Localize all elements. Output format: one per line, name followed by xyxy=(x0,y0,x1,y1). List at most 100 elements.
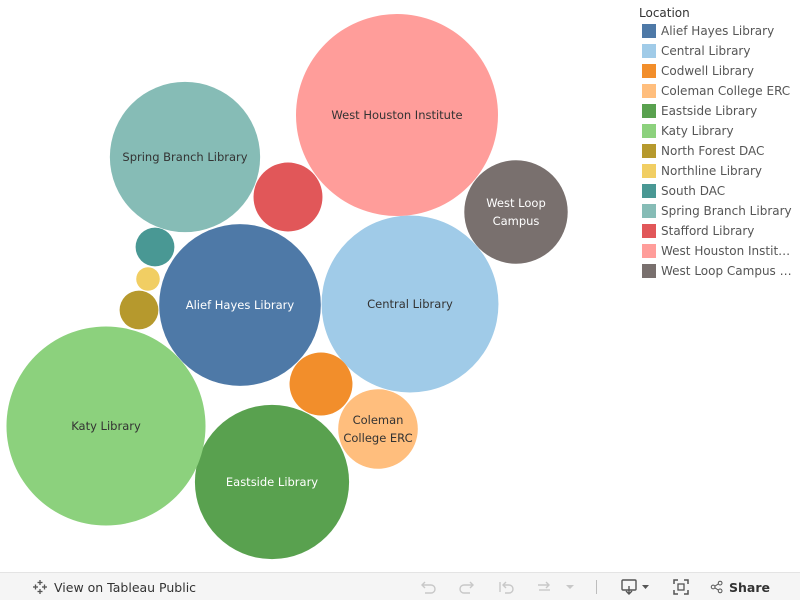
tableau-logo-icon xyxy=(33,580,47,594)
bubble[interactable]: West Loop Campus xyxy=(464,160,568,264)
bubble[interactable]: Spring Branch Library xyxy=(109,81,261,233)
legend-swatch xyxy=(642,244,656,258)
revert-button[interactable] xyxy=(497,578,515,596)
bubble-label: Coleman College ERC xyxy=(343,413,412,445)
bubble-circle[interactable] xyxy=(253,162,323,232)
bubble-circle[interactable] xyxy=(321,215,499,393)
legend-item[interactable]: Alief Hayes Library xyxy=(639,21,800,41)
bubble[interactable] xyxy=(289,352,353,416)
bubble[interactable] xyxy=(253,162,323,232)
bubble-circle[interactable] xyxy=(194,404,350,560)
legend-swatch xyxy=(642,184,656,198)
bubble-circle[interactable] xyxy=(135,227,175,267)
legend-label: South DAC xyxy=(661,184,726,198)
download-icon xyxy=(621,579,649,595)
legend-swatch xyxy=(642,84,656,98)
legend-swatch xyxy=(642,24,656,38)
view-on-tableau-public-label: View on Tableau Public xyxy=(54,579,197,595)
toolbar-divider xyxy=(596,580,597,594)
bubble-chart-svg: Alief Hayes Library Central Library Colema… xyxy=(6,14,568,560)
legend-item[interactable]: South DAC xyxy=(639,181,800,201)
share-label: Share xyxy=(729,579,770,595)
legend-item[interactable]: Coleman College ERC xyxy=(639,81,800,101)
redo-icon xyxy=(459,581,474,594)
bubble-label: Eastside Library xyxy=(226,475,318,489)
legend-swatch xyxy=(642,264,656,278)
bubble-circle[interactable] xyxy=(289,352,353,416)
share-icon xyxy=(710,580,723,594)
legend-item[interactable]: Stafford Library xyxy=(639,221,800,241)
bubble-label: Central Library xyxy=(367,297,453,311)
legend-item[interactable]: Spring Branch Library xyxy=(639,201,800,221)
bubble-label: West Loop Campus xyxy=(486,196,546,228)
legend-item[interactable]: Central Library xyxy=(639,41,800,61)
legend-label: Coleman College ERC xyxy=(661,84,791,98)
revert-icon xyxy=(499,581,514,594)
legend-title: Location xyxy=(639,6,690,20)
legend-label: Eastside Library xyxy=(661,104,758,118)
legend-label: West Loop Campus Li... xyxy=(661,264,796,278)
bubble[interactable]: Central Library xyxy=(321,215,499,393)
bubble-circle[interactable] xyxy=(464,160,568,264)
legend-swatch xyxy=(642,204,656,218)
legend-item[interactable]: Katy Library xyxy=(639,121,800,141)
refresh-button[interactable] xyxy=(535,578,553,596)
bubble-circle[interactable] xyxy=(296,14,498,216)
refresh-icon xyxy=(538,581,550,591)
refresh-options-dropdown[interactable] xyxy=(564,578,576,596)
legend-label: Codwell Library xyxy=(661,64,754,78)
legend-swatch xyxy=(642,164,656,178)
bubble-circle[interactable] xyxy=(6,326,206,526)
undo-button[interactable] xyxy=(419,578,437,596)
bubble[interactable]: Eastside Library xyxy=(194,404,350,560)
legend-item[interactable]: West Loop Campus Li... xyxy=(639,261,800,281)
legend-item[interactable]: North Forest DAC xyxy=(639,141,800,161)
bubble[interactable] xyxy=(135,227,175,267)
bubble[interactable] xyxy=(119,290,159,330)
bubble-label: Alief Hayes Library xyxy=(186,298,295,312)
legend-swatch xyxy=(642,144,656,158)
share-button[interactable]: Share xyxy=(710,578,770,596)
dropdown-icon xyxy=(566,585,574,589)
undo-icon xyxy=(421,581,436,594)
bubble-circle[interactable] xyxy=(119,290,159,330)
bubble-circle[interactable] xyxy=(136,267,160,291)
bubble-label: West Houston Institute xyxy=(331,108,462,122)
legend-label: Northline Library xyxy=(661,164,762,178)
fullscreen-icon xyxy=(673,579,689,595)
legend-label: Central Library xyxy=(661,44,751,58)
legend-label: Katy Library xyxy=(661,124,734,138)
legend-label: Stafford Library xyxy=(661,224,755,238)
legend-label: Alief Hayes Library xyxy=(661,24,775,38)
bubble-label: Katy Library xyxy=(71,419,141,433)
bubble[interactable]: Coleman College ERC xyxy=(338,389,418,469)
bubble[interactable]: Katy Library xyxy=(6,326,206,526)
legend-swatch xyxy=(642,224,656,238)
redo-button[interactable] xyxy=(458,578,476,596)
bubble-circle[interactable] xyxy=(109,81,261,233)
bubble[interactable] xyxy=(136,267,160,291)
legend-item[interactable]: West Houston Institute xyxy=(639,241,800,261)
legend-swatch xyxy=(642,104,656,118)
bubble-circle[interactable] xyxy=(159,224,321,386)
legend-item[interactable]: Codwell Library xyxy=(639,61,800,81)
legend-items: Alief Hayes Library Central Library Codwel… xyxy=(639,21,800,281)
legend-swatch xyxy=(642,64,656,78)
bubble-circle[interactable] xyxy=(338,389,418,469)
legend-label: West Houston Institute xyxy=(661,244,796,258)
bubble[interactable]: Alief Hayes Library xyxy=(159,224,321,386)
legend-swatch xyxy=(642,44,656,58)
toolbar: View on Tableau Public xyxy=(0,572,800,600)
view-on-tableau-public-link[interactable]: View on Tableau Public xyxy=(32,573,196,601)
legend-label: North Forest DAC xyxy=(661,144,765,158)
bubble-label: Spring Branch Library xyxy=(122,150,247,164)
legend-item[interactable]: Eastside Library xyxy=(639,101,800,121)
legend: Location Alief Hayes Library Central Libr… xyxy=(639,5,800,281)
legend-item[interactable]: Northline Library xyxy=(639,161,800,181)
fullscreen-button[interactable] xyxy=(671,578,691,596)
bubble[interactable]: West Houston Institute xyxy=(296,14,498,216)
legend-label: Spring Branch Library xyxy=(661,204,792,218)
bubble-chart: Alief Hayes Library Central Library Colema… xyxy=(6,14,568,560)
legend-swatch xyxy=(642,124,656,138)
download-button[interactable] xyxy=(620,578,652,596)
